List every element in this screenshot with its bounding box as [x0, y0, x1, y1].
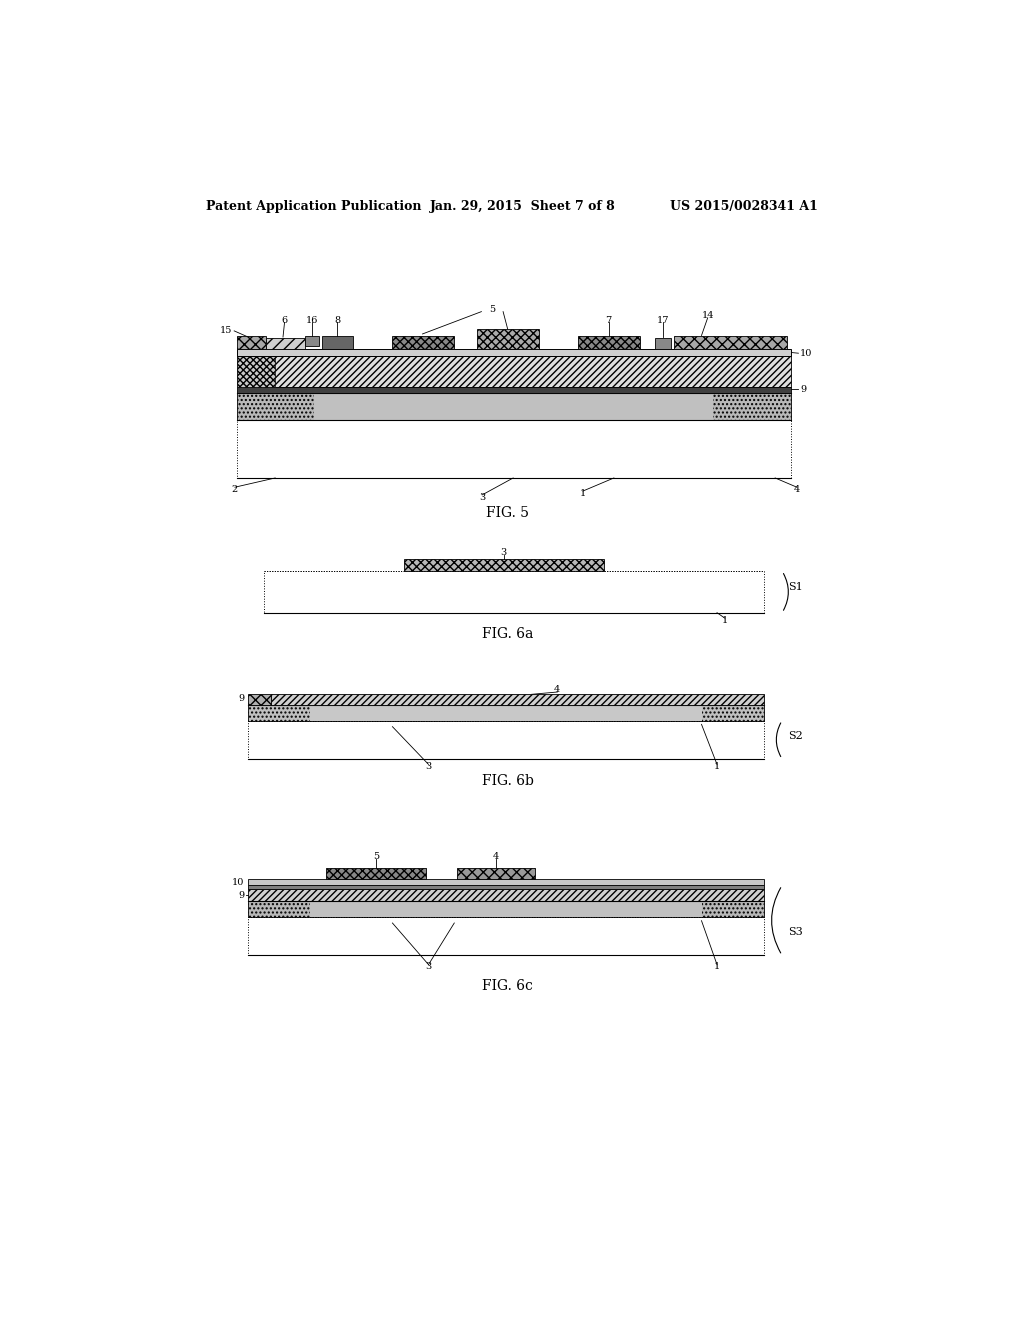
Bar [266, 338, 305, 350]
Text: Patent Application Publication: Patent Application Publication [206, 199, 421, 213]
Bar [675, 335, 786, 350]
Text: 3: 3 [501, 548, 507, 557]
Bar [458, 869, 535, 879]
Text: FIG. 6b: FIG. 6b [482, 774, 534, 788]
Bar [237, 393, 791, 420]
Text: 10: 10 [800, 348, 812, 358]
Text: 1: 1 [714, 962, 720, 972]
Text: FIG. 6a: FIG. 6a [482, 627, 534, 642]
Text: 16: 16 [305, 315, 317, 325]
Text: FIG. 6c: FIG. 6c [482, 979, 534, 993]
Bar [310, 705, 701, 721]
Bar [237, 420, 791, 478]
Bar [248, 902, 764, 917]
Text: 3: 3 [425, 762, 432, 771]
Text: 9: 9 [239, 694, 245, 702]
Text: 7: 7 [605, 315, 611, 325]
Text: 1: 1 [580, 488, 586, 498]
Text: FIG. 5: FIG. 5 [486, 506, 529, 520]
Bar [248, 886, 764, 890]
Text: 17: 17 [656, 315, 669, 325]
Text: 5: 5 [489, 305, 496, 314]
Text: 3: 3 [425, 962, 432, 972]
Bar [271, 694, 764, 705]
Bar [391, 335, 454, 350]
Bar [248, 721, 764, 759]
Bar [578, 335, 640, 350]
Bar [305, 335, 318, 346]
Bar [248, 705, 764, 721]
Text: 1: 1 [714, 762, 720, 771]
Bar [477, 330, 539, 350]
Text: 9: 9 [800, 385, 806, 393]
Bar [314, 393, 713, 420]
Bar [248, 879, 764, 886]
Text: 4: 4 [493, 853, 500, 861]
Bar [248, 890, 764, 902]
Text: 5: 5 [373, 853, 379, 861]
Bar [310, 902, 701, 917]
Bar [237, 355, 275, 387]
Text: 10: 10 [231, 878, 245, 887]
Bar [237, 355, 791, 387]
Bar [237, 387, 791, 393]
Text: US 2015/0028341 A1: US 2015/0028341 A1 [671, 199, 818, 213]
Bar [655, 338, 671, 350]
Text: 3: 3 [479, 492, 485, 502]
Text: Jan. 29, 2015  Sheet 7 of 8: Jan. 29, 2015 Sheet 7 of 8 [430, 199, 616, 213]
Text: S2: S2 [788, 731, 803, 741]
Bar [403, 558, 603, 572]
Text: 1: 1 [722, 616, 728, 624]
Text: 14: 14 [701, 312, 714, 319]
Bar [326, 869, 426, 879]
Bar [322, 335, 352, 350]
Text: 8: 8 [334, 315, 340, 325]
Text: 4: 4 [794, 484, 800, 494]
Text: S3: S3 [788, 927, 803, 937]
Bar [237, 335, 266, 350]
Text: 15: 15 [220, 326, 232, 335]
Text: 2: 2 [231, 484, 238, 494]
Bar [237, 350, 791, 355]
Text: 6: 6 [282, 315, 288, 325]
Text: S1: S1 [788, 582, 803, 591]
Bar [248, 694, 271, 705]
Text: 4: 4 [554, 685, 560, 694]
Bar [248, 917, 764, 956]
Text: 9: 9 [239, 891, 245, 900]
Bar [263, 572, 764, 612]
